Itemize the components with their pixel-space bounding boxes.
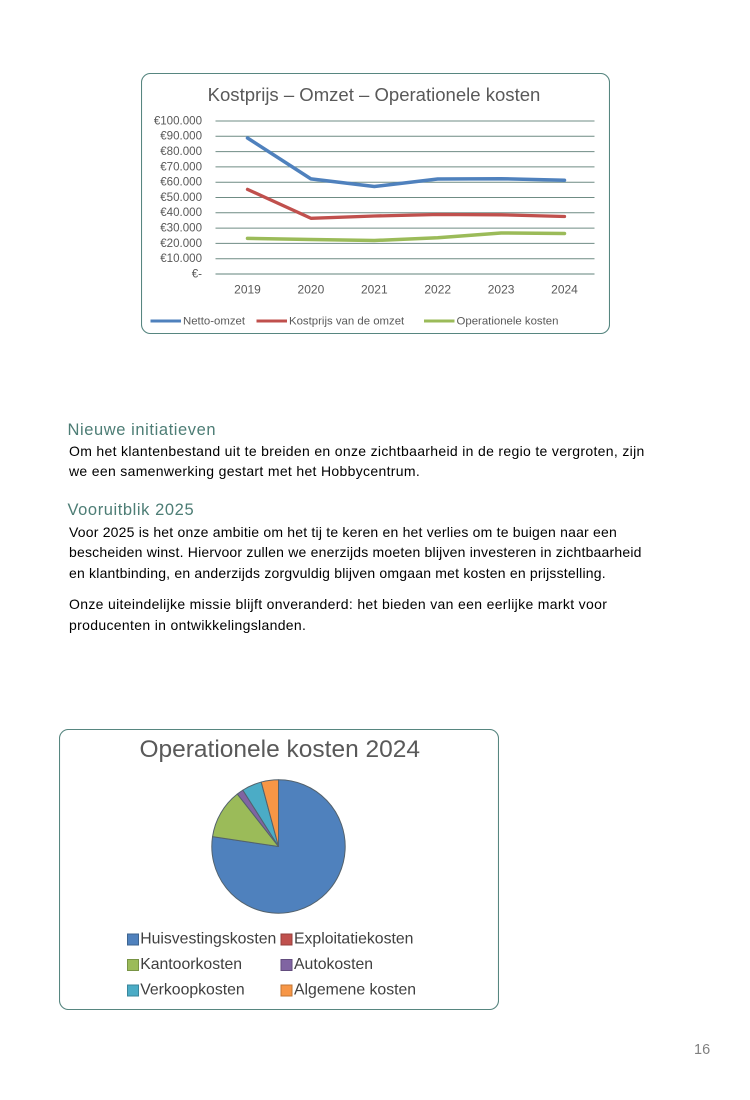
svg-text:€-: €- <box>192 268 202 280</box>
svg-text:€40.000: €40.000 <box>160 207 202 219</box>
svg-text:Netto-omzet: Netto-omzet <box>183 316 246 328</box>
svg-text:€100.000: €100.000 <box>154 115 202 127</box>
svg-text:Operationele kosten: Operationele kosten <box>457 316 559 328</box>
svg-text:Operationele kosten 2024: Operationele kosten 2024 <box>139 736 420 763</box>
svg-text:Kantoorkosten: Kantoorkosten <box>140 956 242 973</box>
svg-text:Kostprijs – Omzet – Operatione: Kostprijs – Omzet – Operationele kosten <box>208 84 541 105</box>
svg-text:Autokosten: Autokosten <box>294 956 373 973</box>
svg-text:€70.000: €70.000 <box>160 161 202 173</box>
svg-text:Verkoopkosten: Verkoopkosten <box>140 982 245 999</box>
svg-text:2020: 2020 <box>298 283 325 297</box>
svg-text:2022: 2022 <box>424 283 451 297</box>
svg-text:2021: 2021 <box>361 283 388 297</box>
svg-text:Algemene kosten: Algemene kosten <box>294 982 416 999</box>
svg-text:€50.000: €50.000 <box>160 192 202 204</box>
svg-text:€90.000: €90.000 <box>160 131 202 143</box>
svg-text:€10.000: €10.000 <box>160 253 202 265</box>
svg-text:Kostprijs van de omzet: Kostprijs van de omzet <box>289 316 405 328</box>
svg-text:2019: 2019 <box>234 283 261 297</box>
svg-text:€60.000: €60.000 <box>160 177 202 189</box>
svg-text:2023: 2023 <box>488 283 515 297</box>
svg-text:Exploitatiekosten: Exploitatiekosten <box>294 931 413 948</box>
svg-text:2024: 2024 <box>551 283 578 297</box>
svg-text:€80.000: €80.000 <box>160 146 202 158</box>
svg-text:€20.000: €20.000 <box>160 238 202 250</box>
svg-text:Huisvestingskosten: Huisvestingskosten <box>140 931 276 948</box>
svg-text:€30.000: €30.000 <box>160 223 202 235</box>
